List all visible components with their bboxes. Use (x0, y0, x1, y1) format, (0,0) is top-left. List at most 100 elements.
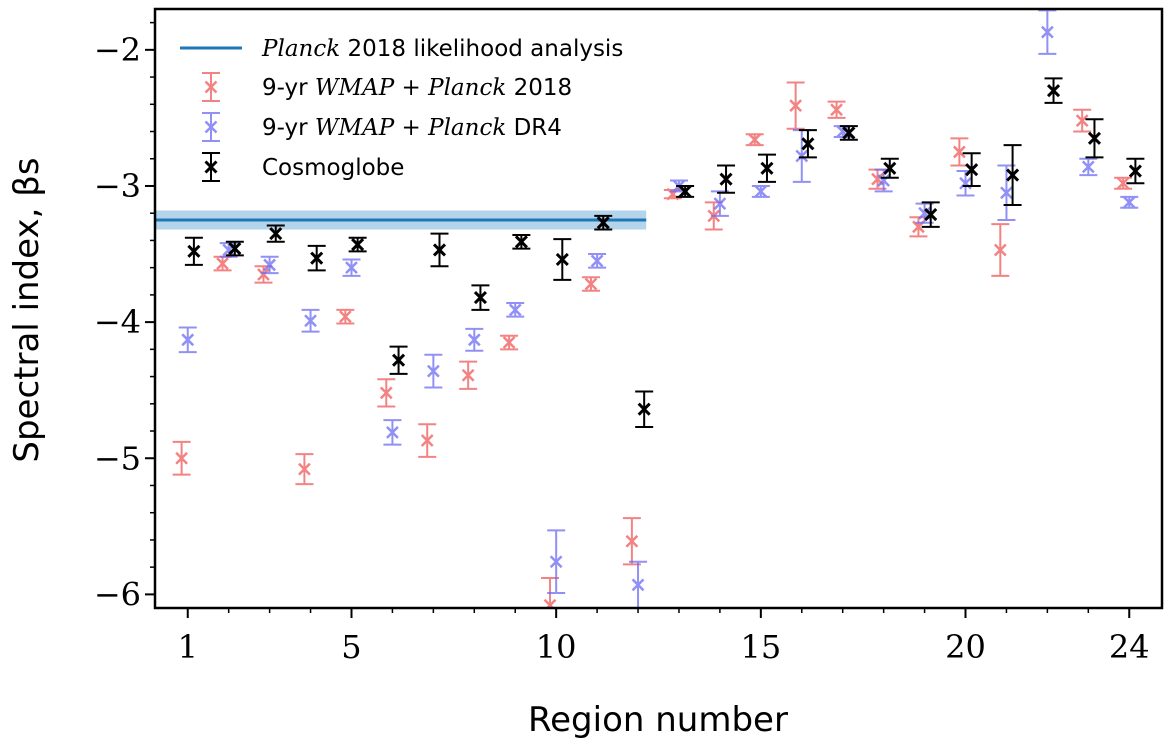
legend-handle-marker (202, 112, 220, 142)
point-marker (637, 402, 651, 416)
x-axis-title: Region number (528, 700, 788, 740)
data-point (751, 184, 770, 198)
point-marker (830, 103, 843, 117)
legend-label: 9-yr WMAP + Planck 2018 (262, 75, 572, 101)
y-tick-label: −5 (94, 439, 141, 477)
legend-label: Cosmoglobe (262, 155, 404, 181)
point-marker (918, 206, 931, 220)
data-point (594, 214, 613, 231)
data-point (745, 133, 764, 147)
data-point (424, 353, 443, 389)
point-marker (631, 578, 645, 592)
point-marker (1000, 186, 1013, 200)
data-point (389, 345, 408, 375)
series-0 (172, 81, 1133, 608)
data-point (786, 81, 805, 130)
data-point (1038, 9, 1057, 55)
point-marker (952, 145, 966, 159)
x-tick-label: 10 (536, 628, 577, 666)
data-point (1044, 77, 1063, 104)
data-point (254, 265, 273, 284)
point-marker (924, 208, 938, 222)
point-marker (584, 277, 598, 291)
data-point (184, 236, 203, 266)
plot-frame (153, 7, 1164, 610)
x-tick-label: 15 (740, 628, 781, 666)
point-marker (1128, 164, 1142, 178)
point-marker (263, 258, 277, 272)
point-marker (1087, 131, 1102, 145)
point-marker (216, 257, 229, 270)
point-marker (883, 161, 897, 175)
data-point (377, 378, 396, 408)
point-marker (1006, 168, 1020, 182)
data-point (1085, 118, 1104, 159)
data-point (301, 308, 320, 333)
point-marker (760, 161, 774, 175)
data-point (260, 255, 279, 275)
legend-label: Planck 2018 likelihood analysis (261, 36, 623, 62)
point-marker (1040, 25, 1054, 39)
data-point (266, 224, 285, 243)
data-points-layer (172, 9, 1145, 608)
point-marker (1122, 195, 1136, 209)
point-marker (596, 216, 610, 230)
series-2 (184, 77, 1145, 428)
data-point (430, 232, 449, 268)
point-marker (842, 126, 856, 140)
point-marker (461, 368, 475, 382)
point-marker (310, 251, 324, 265)
point-marker (795, 149, 809, 163)
data-point (178, 326, 197, 354)
y-tick-label: −3 (94, 167, 141, 205)
point-marker (257, 268, 270, 281)
data-point (225, 240, 244, 257)
data-point (1003, 144, 1022, 207)
data-point (757, 153, 776, 183)
series-1 (178, 9, 1139, 608)
data-point (512, 233, 531, 250)
point-marker (426, 364, 440, 378)
point-marker (871, 172, 884, 186)
point-marker (467, 333, 481, 347)
legend-handle-marker (202, 152, 220, 182)
data-point (915, 202, 934, 224)
x-tick-label: 20 (945, 628, 986, 666)
data-point (622, 517, 641, 566)
point-marker (993, 243, 1007, 257)
point-marker (719, 172, 733, 186)
data-point (717, 164, 736, 194)
x-tick-label: 24 (1109, 628, 1150, 666)
data-point (588, 253, 607, 269)
data-point (1079, 157, 1098, 177)
data-point (710, 190, 729, 217)
data-point (676, 184, 695, 198)
point-marker (1116, 176, 1130, 190)
point-marker (789, 99, 803, 113)
point-marker (1081, 160, 1095, 174)
data-point (1120, 195, 1139, 209)
data-point (172, 440, 191, 476)
data-point (336, 308, 355, 325)
data-point (798, 129, 817, 159)
data-point (635, 390, 654, 428)
data-point (839, 125, 858, 141)
point-marker (545, 598, 557, 608)
point-marker (228, 242, 242, 256)
point-marker (555, 252, 569, 267)
point-marker (298, 462, 311, 476)
point-marker (836, 125, 850, 138)
point-marker (345, 261, 358, 275)
point-marker (502, 336, 516, 349)
data-point (553, 238, 572, 281)
data-point (500, 334, 519, 351)
point-marker (748, 133, 762, 147)
data-point (459, 360, 478, 390)
data-point (991, 223, 1010, 277)
point-marker (514, 235, 528, 249)
point-marker (713, 197, 727, 211)
data-point (547, 529, 566, 595)
point-marker (1075, 114, 1089, 128)
point-marker (754, 185, 768, 198)
